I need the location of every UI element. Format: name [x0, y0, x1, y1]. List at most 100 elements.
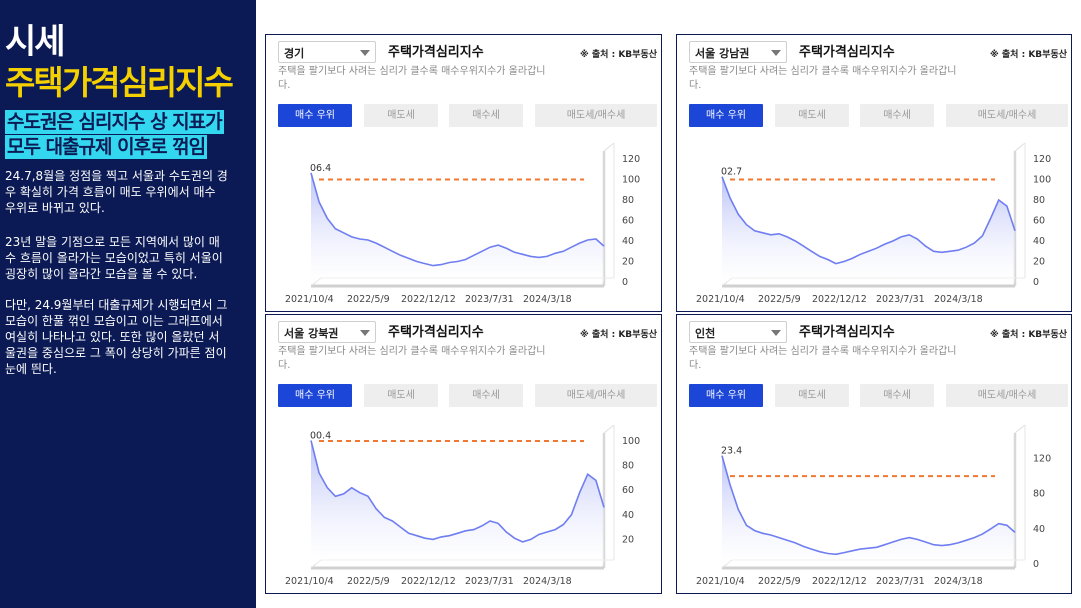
series-line [310, 440, 605, 543]
chart-panel-incheon: 인천 주택가격심리지수 ※ 출처 : KB부동산 주택을 팔기보다 사려는 심리… [676, 314, 1072, 594]
buy-trend-button[interactable]: 매수세 [449, 384, 523, 407]
line-chart: 06.4 0 20 40 60 80 100 120 2021/10/4 2022/5/9 2022… [285, 142, 640, 305]
description-line: 다. [689, 80, 702, 91]
x-tick-label: 2021/10/4 [696, 576, 745, 587]
section-title: 시세 [5, 22, 66, 62]
region-select[interactable]: 서울 강북권 [278, 321, 376, 343]
chart-title: 주택가격심리지수 [799, 325, 895, 340]
region-select[interactable]: 인천 [689, 321, 787, 343]
description-line: 주택을 팔기보다 사려는 심리가 클수록 매수우위지수가 올라갑니 [689, 66, 957, 77]
y-tick-label: 0 [1033, 559, 1039, 570]
y-tick-label: 60 [1033, 216, 1045, 227]
sell-buy-ratio-button[interactable]: 매도세/매수세 [946, 384, 1068, 407]
buy-trend-button[interactable]: 매수세 [449, 104, 523, 127]
y-tick-label: 20 [622, 534, 634, 545]
sell-trend-button[interactable]: 매도세 [775, 104, 849, 127]
start-value-label: 23.4 [721, 446, 742, 457]
sell-buy-ratio-button[interactable]: 매도세/매수세 [535, 384, 657, 407]
x-tick-label: 2022/5/9 [758, 294, 801, 305]
x-tick-label: 2024/3/18 [523, 576, 572, 587]
start-value-label: 00.4 [310, 431, 331, 442]
paragraph-2-line: 굉장히 많이 올라간 모습을 볼 수 있다. [5, 267, 198, 281]
region-select-value: 인천 [695, 327, 716, 340]
source-label: ※ 출처 : KB부동산 [990, 50, 1067, 60]
paragraph-1-line: 24.7,8월을 정점을 찍고 서울과 수도권의 경 [5, 169, 228, 183]
chart-description: 주택을 팔기보다 사려는 심리가 클수록 매수우위지수가 올라갑니 다. [278, 65, 653, 93]
x-tick-label: 2022/12/12 [401, 576, 456, 587]
source-label: ※ 출처 : KB부동산 [580, 50, 657, 60]
x-tick-label: 2021/10/4 [285, 576, 334, 587]
chevron-down-icon [771, 330, 781, 336]
mode-buttons: 매수 우위 매도세 매수세 매도세/매수세 [689, 384, 1069, 408]
paragraph-1-line: 우 확실히 가격 흐름이 매도 우위에서 매수 [5, 185, 216, 199]
chevron-down-icon [360, 50, 370, 56]
x-tick-label: 2024/3/18 [523, 294, 572, 305]
main-title: 주택가격심리지수 [5, 63, 234, 102]
y-tick-label: 120 [1033, 154, 1051, 165]
chart-panel-seoul-gangbuk: 서울 강북권 주택가격심리지수 ※ 출처 : KB부동산 주택을 팔기보다 사려… [265, 314, 662, 594]
y-tick-label: 40 [622, 236, 634, 247]
series-area [311, 172, 604, 282]
region-select-value: 서울 강남권 [695, 47, 750, 60]
buy-dominance-button[interactable]: 매수 우위 [689, 384, 763, 407]
buy-trend-button[interactable]: 매수세 [860, 104, 934, 127]
mode-buttons: 매수 우위 매도세 매수세 매도세/매수세 [689, 104, 1069, 128]
x-tick-label: 2023/7/31 [465, 294, 514, 305]
region-select-value: 서울 강북권 [284, 327, 339, 340]
chart-panel-seoul-gangnam: 서울 강남권 주택가격심리지수 ※ 출처 : KB부동산 주택을 팔기보다 사려… [676, 34, 1072, 312]
series-line [721, 176, 1016, 265]
highlight-line-2: 모두 대출규제 이후로 꺾임 [5, 135, 208, 159]
x-tick-label: 2024/3/18 [934, 294, 983, 305]
y-tick-label: 80 [622, 461, 634, 472]
y-tick-label: 80 [622, 195, 634, 206]
paragraph-3-line: 울권을 중심으로 그 폭이 상당히 가파른 점이 [5, 346, 227, 360]
x-tick-label: 2021/10/4 [285, 294, 334, 305]
series-area [722, 176, 1015, 282]
line-chart: 23.4 0 40 80 120 2021/10/4 2022/5/9 2022/12/12 2… [696, 424, 1051, 587]
buy-trend-button[interactable]: 매수세 [860, 384, 934, 407]
y-tick-label: 20 [1033, 257, 1045, 268]
y-tick-label: 40 [1033, 524, 1045, 535]
buy-dominance-button[interactable]: 매수 우위 [689, 104, 763, 127]
start-value-label: 02.7 [721, 167, 742, 178]
y-tick-label: 20 [622, 257, 634, 268]
chart-description: 주택을 팔기보다 사려는 심리가 클수록 매수우위지수가 올라갑니 다. [689, 345, 1064, 373]
x-tick-label: 2023/7/31 [465, 576, 514, 587]
sell-trend-button[interactable]: 매도세 [775, 384, 849, 407]
y-tick-label: 100 [622, 436, 640, 447]
buy-dominance-button[interactable]: 매수 우위 [278, 104, 352, 127]
region-select[interactable]: 경기 [278, 41, 376, 63]
description-line: 주택을 팔기보다 사려는 심리가 클수록 매수우위지수가 올라갑니 [689, 346, 957, 357]
y-tick-label: 60 [622, 216, 634, 227]
y-tick-label: 80 [1033, 489, 1045, 500]
series-area [722, 455, 1015, 564]
chart-description: 주택을 팔기보다 사려는 심리가 클수록 매수우위지수가 올라갑니 다. [689, 65, 1064, 93]
sell-trend-button[interactable]: 매도세 [364, 384, 438, 407]
y-tick-label: 100 [622, 175, 640, 186]
line-chart: 00.4 20 40 60 80 100 2021/10/4 2022/5/9 2022/12/… [285, 424, 640, 587]
chevron-down-icon [360, 330, 370, 336]
x-tick-label: 2021/10/4 [696, 294, 745, 305]
x-tick-label: 2023/7/31 [876, 294, 925, 305]
x-tick-label: 2022/5/9 [347, 576, 390, 587]
highlight-line-1: 수도권은 심리지수 상 지표가 [5, 110, 224, 134]
paragraph-1: 24.7,8월을 정점을 찍고 서울과 수도권의 경 우 확실히 가격 흐름이 … [5, 168, 256, 216]
sell-trend-button[interactable]: 매도세 [364, 104, 438, 127]
series-area [311, 440, 604, 564]
y-tick-label: 60 [622, 485, 634, 496]
x-tick-label: 2022/5/9 [758, 576, 801, 587]
buy-dominance-button[interactable]: 매수 우위 [278, 384, 352, 407]
paragraph-3-line: 모습이 한풀 꺾인 모습이고 이는 그래프에서 [5, 314, 223, 328]
chart-title: 주택가격심리지수 [799, 45, 895, 60]
region-select[interactable]: 서울 강남권 [689, 41, 787, 63]
mode-buttons: 매수 우위 매도세 매수세 매도세/매수세 [278, 104, 658, 128]
sell-buy-ratio-button[interactable]: 매도세/매수세 [535, 104, 657, 127]
mode-buttons: 매수 우위 매도세 매수세 매도세/매수세 [278, 384, 658, 408]
x-tick-label: 2022/5/9 [347, 294, 390, 305]
paragraph-3-line: 여실히 나타나고 있다. 또한 많이 올랐던 서 [5, 330, 220, 344]
paragraph-3: 다만, 24.9월부터 대출규제가 시행되면서 그 모습이 한풀 꺾인 모습이고… [5, 297, 256, 377]
paragraph-3-line: 눈에 띈다. [5, 362, 57, 376]
x-tick-label: 2024/3/18 [934, 576, 983, 587]
start-value-label: 06.4 [310, 163, 331, 174]
sell-buy-ratio-button[interactable]: 매도세/매수세 [946, 104, 1068, 127]
